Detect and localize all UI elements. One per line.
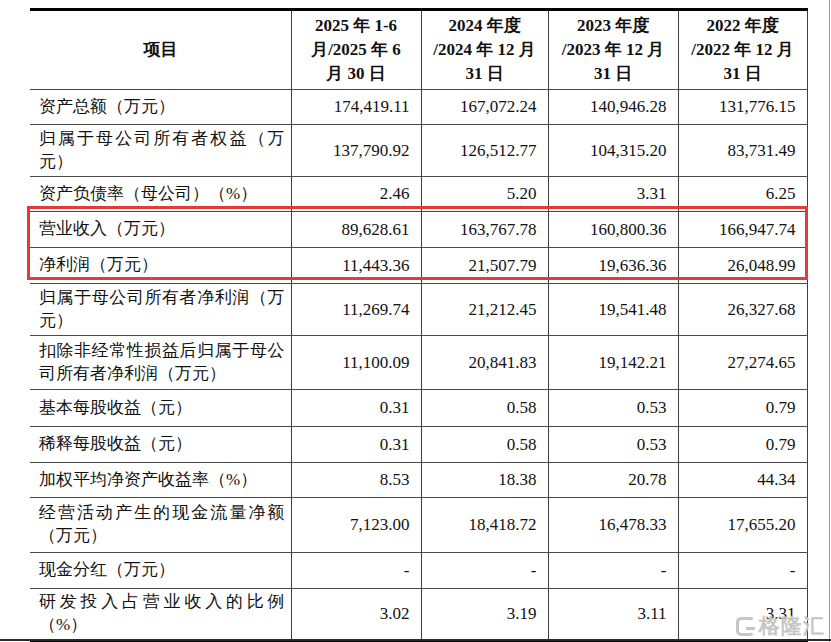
table-row: 扣除非经常性损益后归属于母公司所有者净利润（万元） 11,100.09 20,8… <box>30 336 807 390</box>
table-row: 归属于母公司所有者净利润（万元） 11,269.74 21,212.45 19,… <box>30 284 807 336</box>
row-value: 0.79 <box>678 427 807 463</box>
row-value: - <box>548 553 678 589</box>
row-value: 0.58 <box>421 427 548 463</box>
row-label: 稀释每股收益（元） <box>30 427 291 463</box>
table-row: 加权平均净资产收益率（%） 8.53 18.38 20.78 44.34 <box>30 463 807 498</box>
row-value: 44.34 <box>678 463 807 498</box>
watermark: 格隆汇 <box>736 612 825 640</box>
row-label: 资产总额（万元） <box>30 90 291 125</box>
row-value: 7,123.00 <box>291 498 421 553</box>
financial-indicators-table: 项目 2025 年 1-6 月/2025 年 6 月 30 日 2024 年度 … <box>30 8 808 642</box>
row-value: 3.11 <box>548 589 678 641</box>
row-value: 26,327.68 <box>678 284 807 336</box>
header-period-2025: 2025 年 1-6 月/2025 年 6 月 30 日 <box>291 10 421 90</box>
red-highlight-box <box>27 206 808 280</box>
row-value: 0.31 <box>291 390 421 427</box>
row-label: 研发投入占营业收入的比例（%） <box>30 589 291 641</box>
row-value: 17,655.20 <box>678 498 807 553</box>
row-value: 21,212.45 <box>421 284 548 336</box>
row-value: 11,269.74 <box>291 284 421 336</box>
page-edge-bottom <box>0 639 831 641</box>
row-value: 0.58 <box>421 390 548 427</box>
row-value: 3.02 <box>291 589 421 641</box>
row-value: - <box>678 553 807 589</box>
table-row: 研发投入占营业收入的比例（%） 3.02 3.19 3.11 3.31 <box>30 589 807 641</box>
row-value: 0.53 <box>548 427 678 463</box>
row-value: 18.38 <box>421 463 548 498</box>
row-value: 8.53 <box>291 463 421 498</box>
header-row: 项目 2025 年 1-6 月/2025 年 6 月 30 日 2024 年度 … <box>30 10 807 90</box>
watermark-text: 格隆汇 <box>759 612 825 640</box>
row-label: 归属于母公司所有者净利润（万元） <box>30 284 291 336</box>
row-value: 137,790.92 <box>291 125 421 177</box>
row-value: 18,418.72 <box>421 498 548 553</box>
gelonghui-logo-icon <box>736 617 755 636</box>
table-row: 经营活动产生的现金流量净额（万元） 7,123.00 18,418.72 16,… <box>30 498 807 553</box>
page-edge-right <box>829 0 830 642</box>
row-value: 11,100.09 <box>291 336 421 390</box>
table-row: 归属于母公司所有者权益（万元） 137,790.92 126,512.77 10… <box>30 125 807 177</box>
table-row: 基本每股收益（元） 0.31 0.58 0.53 0.79 <box>30 390 807 427</box>
row-value: 19,142.21 <box>548 336 678 390</box>
header-period-2022: 2022 年度 /2022 年 12 月 31 日 <box>678 10 807 90</box>
row-label: 归属于母公司所有者权益（万元） <box>30 125 291 177</box>
table-row: 现金分红（万元） - - - - <box>30 553 807 589</box>
row-value: - <box>291 553 421 589</box>
row-label: 基本每股收益（元） <box>30 390 291 427</box>
row-value: 0.53 <box>548 390 678 427</box>
header-period-2024: 2024 年度 /2024 年 12 月 31 日 <box>421 10 548 90</box>
row-value: 83,731.49 <box>678 125 807 177</box>
row-value: 20,841.83 <box>421 336 548 390</box>
table-row: 资产总额（万元） 174,419.11 167,072.24 140,946.2… <box>30 90 807 125</box>
row-value: 27,274.65 <box>678 336 807 390</box>
row-label: 现金分红（万元） <box>30 553 291 589</box>
row-value: 126,512.77 <box>421 125 548 177</box>
row-value: 3.19 <box>421 589 548 641</box>
row-label: 经营活动产生的现金流量净额（万元） <box>30 498 291 553</box>
row-value: 174,419.11 <box>291 90 421 125</box>
header-period-2023: 2023 年度 /2023 年 12 月 31 日 <box>548 10 678 90</box>
row-value: 16,478.33 <box>548 498 678 553</box>
row-value: 20.78 <box>548 463 678 498</box>
row-value: 140,946.28 <box>548 90 678 125</box>
row-label: 加权平均净资产收益率（%） <box>30 463 291 498</box>
row-value: 131,776.15 <box>678 90 807 125</box>
row-value: 104,315.20 <box>548 125 678 177</box>
row-value: 0.79 <box>678 390 807 427</box>
row-value: 0.31 <box>291 427 421 463</box>
row-value: - <box>421 553 548 589</box>
row-label: 扣除非经常性损益后归属于母公司所有者净利润（万元） <box>30 336 291 390</box>
row-value: 167,072.24 <box>421 90 548 125</box>
header-item: 项目 <box>30 10 291 90</box>
row-value: 19,541.48 <box>548 284 678 336</box>
table-row: 稀释每股收益（元） 0.31 0.58 0.53 0.79 <box>30 427 807 463</box>
